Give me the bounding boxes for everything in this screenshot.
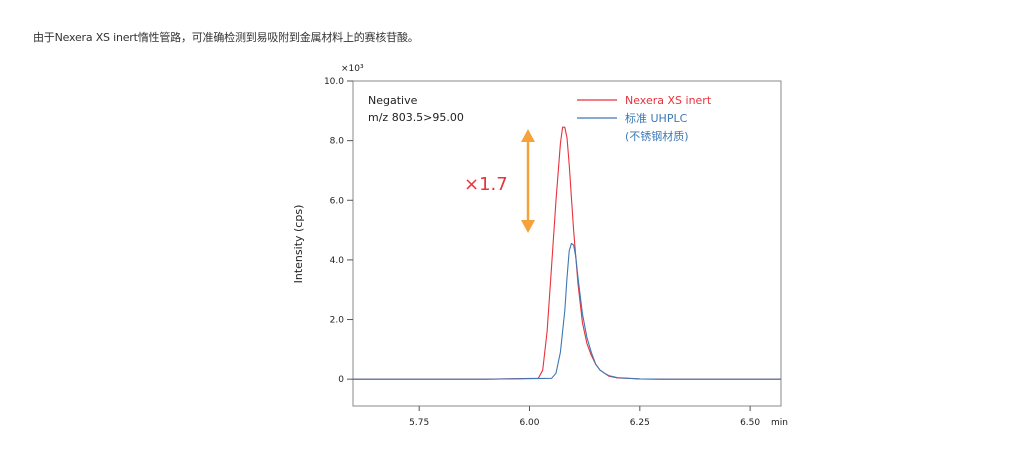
y-multiplier: ×10³ — [341, 64, 364, 74]
x-tick-label: 6.25 — [630, 418, 650, 428]
x-tick-label: 5.75 — [409, 418, 429, 428]
y-tick-label: 0 — [338, 375, 344, 385]
x-axis-unit: min — [771, 418, 788, 428]
series-line-uhplc — [353, 242, 781, 380]
legend-label-uhplc-material: (不锈钢材质) — [625, 129, 689, 143]
y-tick-label: 4.0 — [330, 256, 345, 266]
chart-caption: 由于Nexera XS inert惰性管路，可准确检测到易吸附到金属材料上的赛核… — [33, 31, 419, 44]
y-tick-label: 6.0 — [330, 196, 345, 206]
y-tick-label: 8.0 — [330, 137, 345, 147]
legend-label-uhplc: 标准 UHPLC — [625, 111, 688, 125]
y-axis-label: Intensity (cps) — [292, 205, 305, 284]
x-tick-label: 6.50 — [740, 418, 760, 428]
ratio-label: ×1.7 — [464, 174, 508, 195]
x-tick-label: 6.00 — [519, 418, 539, 428]
y-tick-label: 10.0 — [324, 77, 344, 87]
legend-label-nexera: Nexera XS inert — [625, 94, 712, 107]
y-tick-label: 2.0 — [330, 316, 345, 326]
annotation-transition: m/z 803.5>95.00 — [368, 111, 464, 124]
series-line-nexera — [353, 126, 781, 380]
plot-frame — [352, 80, 782, 407]
annotation-polarity: Negative — [368, 94, 418, 107]
ratio-arrow — [521, 129, 535, 233]
